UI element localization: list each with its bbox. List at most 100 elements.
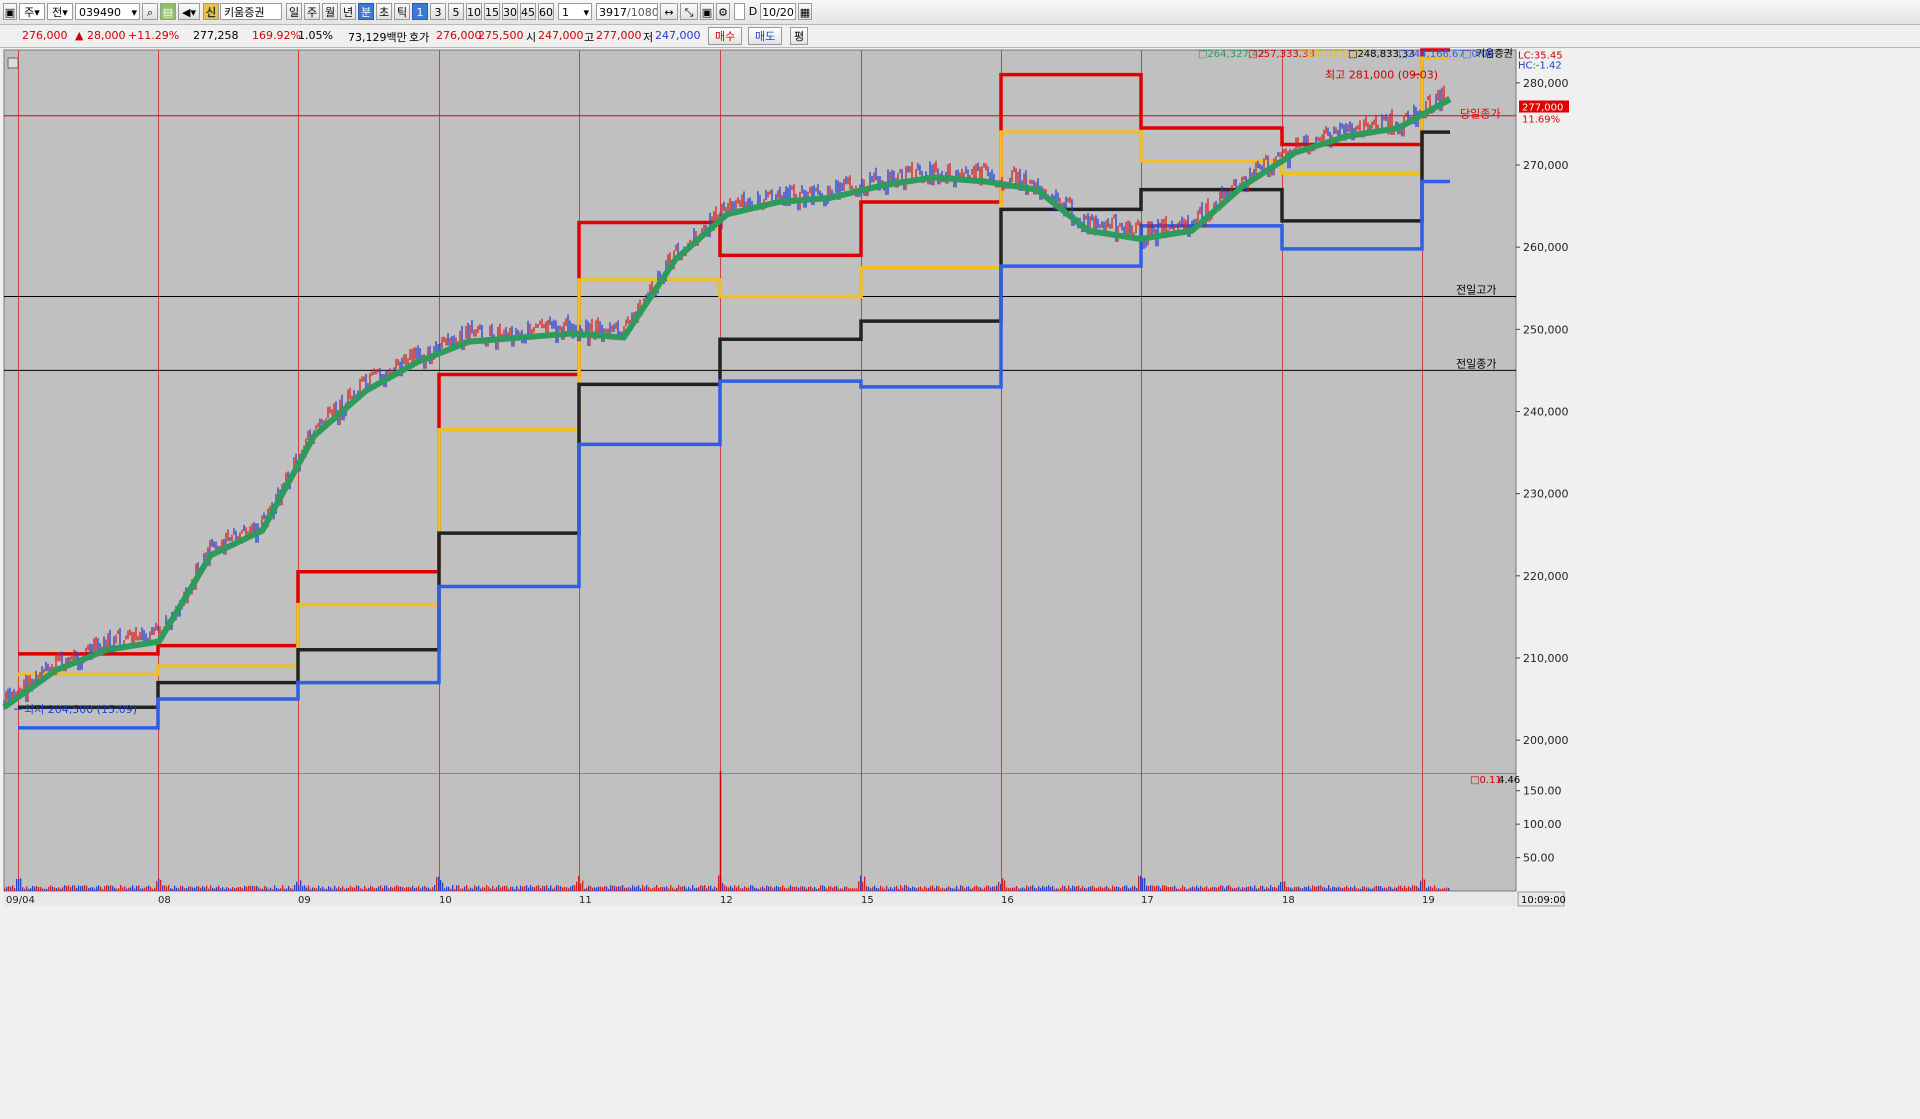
current-price: 276,000 [22,29,68,42]
volume-bar [1324,887,1326,891]
volume-bar [402,886,404,891]
volume-bar [1058,888,1060,891]
volume-bar [1342,887,1344,891]
x-axis-label: 12 [720,895,733,906]
interval-tab-30[interactable]: 30 [502,3,518,20]
crosshair-icon[interactable]: ⤡ [680,3,698,20]
volume-bar [758,888,760,891]
volume-bar [502,886,504,891]
avg-button[interactable]: 평 [790,27,809,45]
volume-bar [706,888,708,891]
interval-tab-45[interactable]: 45 [520,3,536,20]
volume-bar [122,887,124,891]
volume-bar [870,888,872,891]
volume-bar [1004,880,1006,891]
volume-bar [456,885,458,891]
window-menu-icon[interactable]: ▣ [3,3,17,20]
volume-bar [1136,888,1138,891]
volume-bar [906,885,908,891]
volume-bar [950,887,952,891]
volume-bar [1258,888,1260,891]
volume-bar [1306,887,1308,891]
volume-bar [64,885,66,891]
volume-bar [272,888,274,891]
volume-bar [1282,881,1284,891]
volume-bar [760,887,762,891]
volume-bar [1250,886,1252,891]
volume-bar [630,888,632,891]
volume-bar [1344,887,1346,891]
volume-bar [730,885,732,891]
date-checkbox[interactable] [734,3,745,20]
volume-bar [1278,885,1280,891]
company-name[interactable]: 키움증권 [220,3,282,20]
volume-bar [94,888,96,891]
period-tab-1[interactable]: 주 [304,3,320,20]
interval-tab-3[interactable]: 3 [430,3,446,20]
save-icon[interactable]: ▣ [700,3,714,20]
period-tab-2[interactable]: 월 [322,3,338,20]
sound-icon[interactable]: ◀▾ [178,3,200,20]
flag-icon[interactable]: ▤ [160,3,176,20]
volume-bar [716,887,718,891]
volume-bar [816,888,818,891]
gear-icon[interactable]: ⚙ [716,3,730,20]
volume-bar [1238,886,1240,891]
pivot-line-1 [18,56,1450,677]
volume-bar [1184,886,1186,891]
period-tab-6[interactable]: 틱 [394,3,410,20]
volume-bar [1268,888,1270,891]
scroll-icon[interactable]: ↔ [660,3,678,20]
volume-bar [1414,885,1416,891]
date-input[interactable]: 10/20 [760,3,796,20]
volume-bar [1338,886,1340,891]
volume-bar [442,882,444,891]
volume-bar [790,885,792,891]
code-input[interactable]: 039490 ▾ [75,3,140,20]
prev-close-label: 전일종가 [1456,356,1496,370]
volume-bar [1428,886,1430,891]
market-select[interactable]: 주▾ [19,3,45,20]
calendar-icon[interactable]: ▦ [798,3,812,20]
volume-bar [590,886,592,891]
volume-bar [910,888,912,891]
volume-bar [140,888,142,891]
type-select[interactable]: 전▾ [47,3,73,20]
volume-bar [658,887,660,891]
period-tab-5[interactable]: 초 [376,3,392,20]
period-tab-3[interactable]: 년 [340,3,356,20]
interval-tab-10[interactable]: 10 [466,3,482,20]
interval-tab-15[interactable]: 15 [484,3,500,20]
volume-bar [670,885,672,891]
sell-button[interactable]: 매도 [748,27,783,45]
volume-bar [164,885,166,891]
volume-bar [210,885,212,891]
chevron-down-icon: ▾ [62,6,68,19]
interval-tab-1[interactable]: 1 [412,3,428,20]
search-icon[interactable]: ⌕ [142,3,158,20]
volume-bar [322,886,324,891]
volume-bar [1444,888,1446,891]
period-tab-0[interactable]: 일 [286,3,302,20]
interval-tab-60[interactable]: 60 [538,3,554,20]
volume-bar [660,887,662,891]
volume-bar [24,888,26,891]
volume-bar [84,885,86,891]
volume-bar [662,886,664,891]
volume-bar [1086,888,1088,891]
interval-select[interactable]: 1 ▾ [558,3,592,20]
period-tab-4[interactable]: 분 [358,3,374,20]
chart-panel[interactable]: 280,000 270,000 260,000 250,000 240,000 230,0… [0,48,1920,1116]
volume-bar [152,888,154,891]
interval-tab-5[interactable]: 5 [448,3,464,20]
volume-bar [1048,885,1050,891]
volume-bar [1194,887,1196,891]
volume-bar [146,886,148,891]
volume-bar [640,888,642,891]
volume-bar [282,885,284,891]
buy-button[interactable]: 매수 [708,27,743,45]
volume-bar [828,886,830,891]
volume-bar [970,888,972,891]
count-input[interactable]: 3917/10800 [596,3,658,20]
volume-bar [802,886,804,891]
